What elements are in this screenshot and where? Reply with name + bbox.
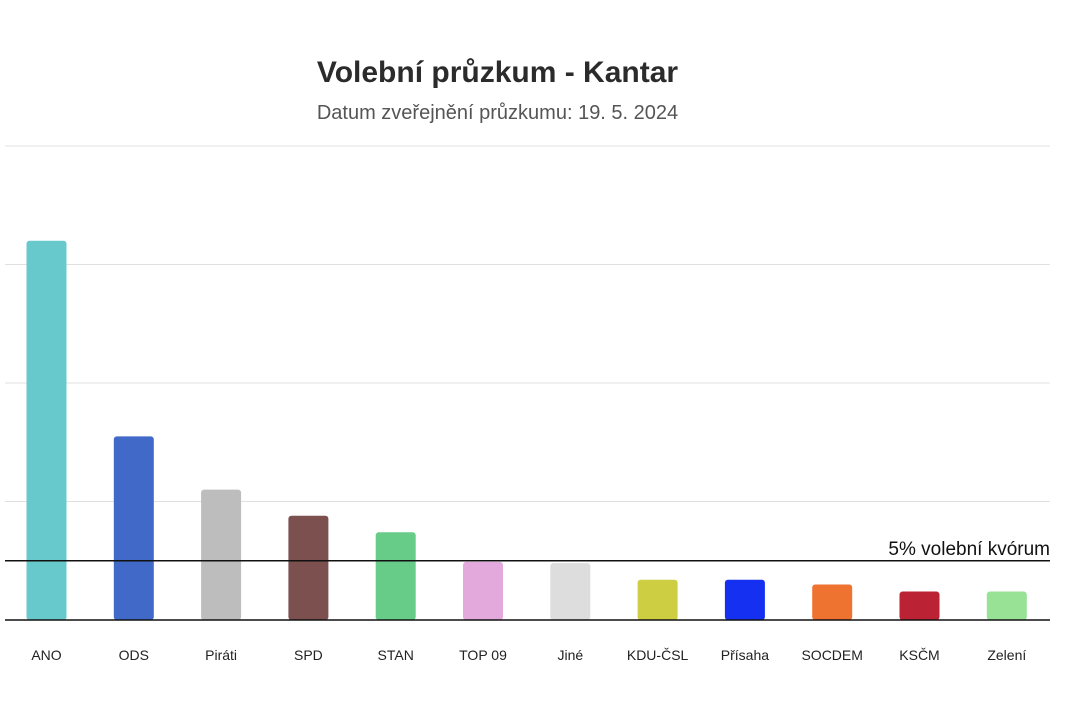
x-tick-label: ANO: [31, 647, 61, 663]
bar-kdu-sl: [637, 579, 678, 620]
bar-stan: [375, 532, 416, 620]
x-tick-label: Zelení: [987, 647, 1026, 663]
threshold-label: 5% volební kvórum: [888, 539, 1050, 560]
gridlines: [5, 145, 1050, 502]
bar-p-saha: [724, 579, 765, 620]
x-tick-label: Přísaha: [721, 647, 769, 663]
bar-top-09: [463, 561, 503, 620]
bar-jin-: [550, 563, 591, 620]
x-tick-label: Piráti: [205, 647, 237, 663]
bar-pir-ti: [201, 489, 242, 620]
bar-ks-m: [899, 591, 940, 620]
threshold: 5% volební kvórum: [5, 539, 1050, 562]
bar-ods: [113, 436, 154, 620]
chart-subtitle: Datum zveřejnění průzkumu: 19. 5. 2024: [316, 102, 679, 124]
bar-ano: [26, 240, 67, 621]
bar-zelen-: [986, 591, 1027, 620]
x-tick-label: TOP 09: [459, 647, 507, 663]
x-axis-labels: ANO ODS Piráti SPD STAN TOP 09 Jiné KDU-ČSL Přís…: [31, 647, 1026, 663]
x-tick-label: SOCDEM: [801, 647, 862, 663]
x-tick-label: ODS: [119, 647, 149, 663]
x-tick-label: KDU-ČSL: [627, 647, 689, 663]
bar-socdem: [812, 584, 853, 620]
x-tick-label: Jiné: [557, 647, 583, 663]
bars: [26, 240, 1027, 621]
x-tick-label: KSČM: [899, 647, 939, 663]
bar-spd: [288, 515, 329, 620]
chart-title: Volební průzkum - Kantar: [316, 56, 679, 89]
x-tick-label: SPD: [294, 647, 323, 663]
x-tick-label: STAN: [378, 647, 414, 663]
